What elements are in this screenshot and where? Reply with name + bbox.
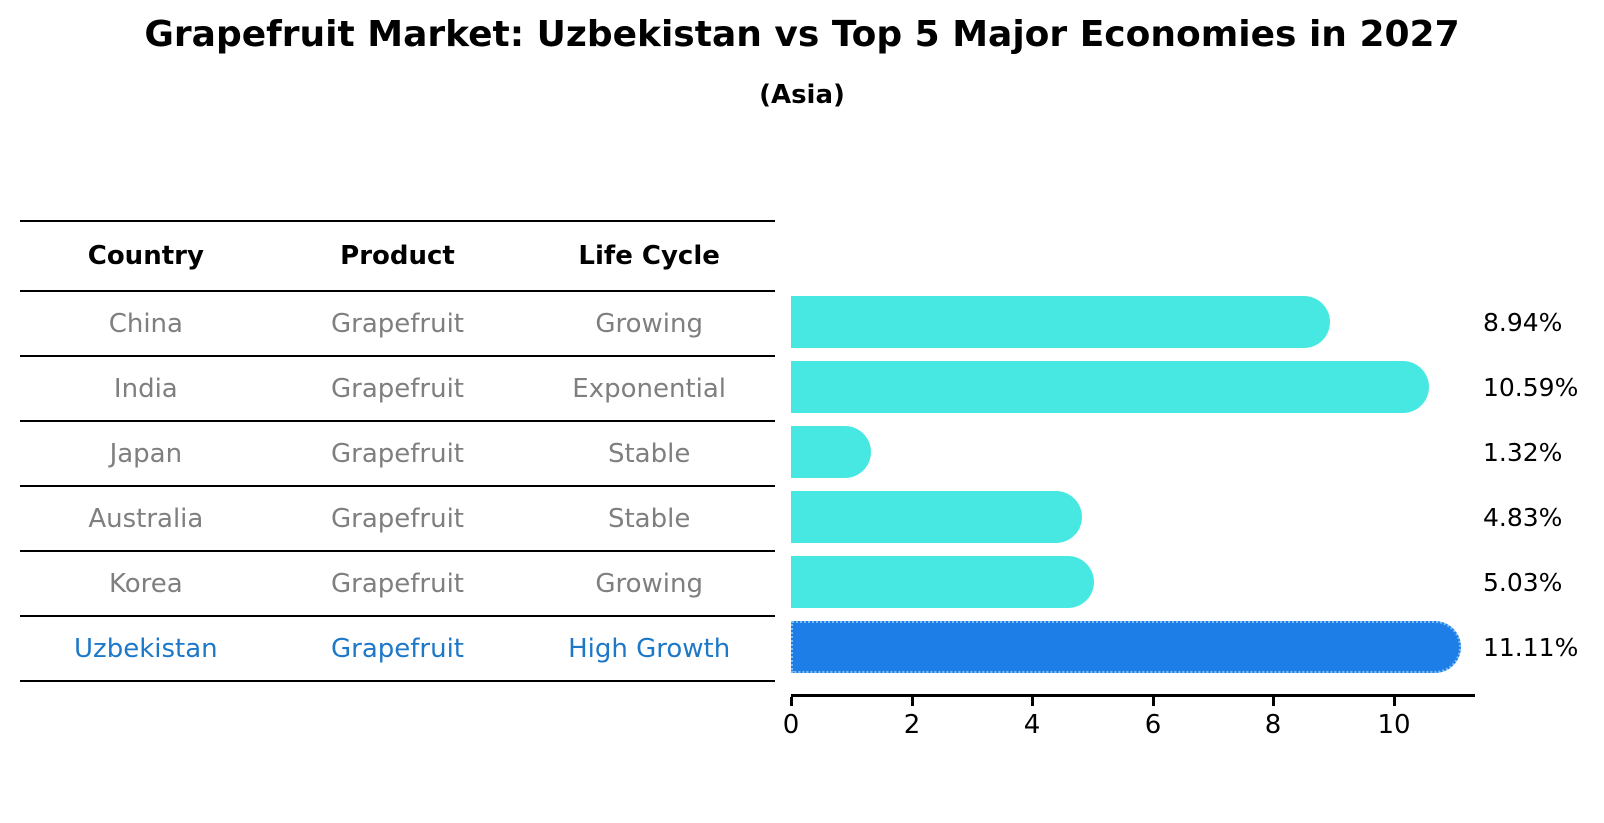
bar-plot-area: 8.94% 10.59% 1.32% 4.83% 5.03% 11.11% bbox=[791, 290, 1604, 680]
bar-value-label-japan: 1.32% bbox=[1483, 437, 1563, 467]
bar-value-label-india: 10.59% bbox=[1483, 372, 1579, 402]
x-axis: 0 2 4 6 8 10 bbox=[783, 694, 1604, 764]
table-cell: Korea bbox=[108, 568, 183, 599]
table-cell: Grapefruit bbox=[330, 568, 464, 599]
table-body: China Grapefruit Growing India Grapefruit Exp… bbox=[20, 292, 775, 682]
table-cell: Stable bbox=[607, 503, 691, 534]
table-cell: Grapefruit bbox=[330, 503, 464, 534]
table-row-korea: Korea Grapefruit Growing bbox=[20, 552, 775, 617]
bar-value-label-uzbekistan: 11.11% bbox=[1483, 632, 1579, 662]
table-cell: Australia bbox=[88, 503, 204, 534]
bar-uzbekistan bbox=[791, 621, 1461, 673]
column-header-life-cycle: Life Cycle bbox=[578, 241, 720, 271]
bar-value-label-korea: 5.03% bbox=[1483, 567, 1563, 597]
table-cell: Grapefruit bbox=[330, 308, 464, 339]
bar-china bbox=[791, 296, 1330, 348]
table-header-row: Country Product Life Cycle bbox=[20, 220, 775, 292]
column-header-product: Product bbox=[340, 241, 455, 271]
x-axis-tick bbox=[1393, 697, 1396, 706]
table-cell: Grapefruit bbox=[330, 373, 464, 404]
column-header-country: Country bbox=[87, 241, 204, 271]
table-cell: Stable bbox=[607, 438, 691, 469]
bar-japan bbox=[791, 426, 871, 478]
x-axis-tick bbox=[911, 697, 914, 706]
table-cell: Growing bbox=[595, 308, 703, 339]
x-axis-line bbox=[791, 694, 1475, 697]
bar-value-label-china: 8.94% bbox=[1483, 307, 1563, 337]
table-cell: Growing bbox=[595, 568, 703, 599]
table-row-china: China Grapefruit Growing bbox=[20, 292, 775, 357]
bar-value-label-australia: 4.83% bbox=[1483, 502, 1563, 532]
table-row-uzbekistan: Uzbekistan Grapefruit High Growth bbox=[20, 617, 775, 682]
table-row-australia: Australia Grapefruit Stable bbox=[20, 487, 775, 552]
table-cell: Uzbekistan bbox=[74, 633, 218, 664]
table-cell: Exponential bbox=[572, 373, 727, 404]
x-axis-tick bbox=[1031, 697, 1034, 706]
country-table: Country Product Life Cycle China Grapefru… bbox=[20, 220, 775, 682]
x-axis-tick-label: 6 bbox=[1144, 710, 1162, 740]
x-axis-tick bbox=[1152, 697, 1155, 706]
table-row-japan: Japan Grapefruit Stable bbox=[20, 422, 775, 487]
x-axis-tick-label: 8 bbox=[1264, 710, 1282, 740]
x-axis-tick-label: 0 bbox=[782, 710, 800, 740]
chart-subtitle: (Asia) bbox=[759, 80, 845, 110]
x-axis-tick-label: 4 bbox=[1023, 710, 1041, 740]
bar-india bbox=[791, 361, 1429, 413]
table-cell: India bbox=[113, 373, 178, 404]
x-axis-tick bbox=[1272, 697, 1275, 706]
table-cell: High Growth bbox=[568, 633, 731, 664]
x-axis-tick bbox=[790, 697, 793, 706]
table-cell: China bbox=[108, 308, 183, 339]
table-cell: Grapefruit bbox=[330, 633, 464, 664]
chart-title: Grapefruit Market: Uzbekistan vs Top 5 M… bbox=[144, 14, 1460, 55]
bar-korea bbox=[791, 556, 1094, 608]
x-axis-tick-label: 10 bbox=[1377, 710, 1411, 740]
table-cell: Grapefruit bbox=[330, 438, 464, 469]
table-row-india: India Grapefruit Exponential bbox=[20, 357, 775, 422]
x-axis-tick-label: 2 bbox=[903, 710, 921, 740]
table-cell: Japan bbox=[109, 438, 183, 469]
bar-australia bbox=[791, 491, 1082, 543]
